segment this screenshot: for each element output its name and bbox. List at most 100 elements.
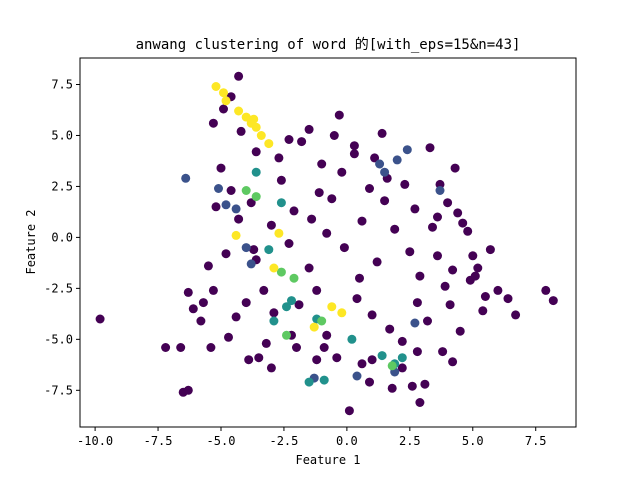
scatter-point [392,155,402,165]
scatter-point [269,308,279,318]
scatter-point [276,175,286,185]
y-tick-label: 5.0 [51,128,73,142]
scatter-point [269,316,279,326]
scatter-point [219,88,228,98]
scatter-point [390,224,400,234]
scatter-point [246,259,256,269]
scatter-point [337,308,347,318]
scatter-point [433,212,442,222]
x-axis: -10.0 -7.5 -5.0 -2.5 0.0 2.5 5.0 7.5 [77,427,547,448]
scatter-point [274,153,284,163]
scatter-point [297,137,307,147]
scatter-point [289,273,299,283]
scatter-point [397,336,407,346]
x-tick-label: 5.0 [462,434,484,448]
scatter-point [322,228,332,238]
scatter-point [181,173,191,183]
scatter-point [221,96,231,106]
axes-frame [79,57,577,428]
scatter-point [307,214,317,224]
scatter-point [208,285,218,295]
scatter-point [357,216,367,226]
scatter-point [309,322,319,332]
scatter-point [349,149,359,159]
scatter-point [214,184,223,193]
x-tick-label: -10.0 [77,434,113,448]
scatter-point [344,406,354,416]
scatter-point [397,363,407,373]
scatter-point [337,167,347,177]
scatter-point [206,343,216,352]
scatter-point [314,188,324,198]
scatter-point [435,186,445,195]
scatter-point [304,124,314,134]
scatter-point [541,285,551,295]
scatter-point [282,302,291,312]
scatter-point [251,167,261,177]
scatter-point [473,263,483,273]
scatter-point [203,261,213,271]
scatter-point [231,312,241,322]
scatter-point [188,304,198,314]
scatter-point [415,398,425,407]
scatter-point [254,353,264,363]
scatter-point [355,273,364,283]
scatter-point [244,355,254,365]
scatter-point [211,202,221,212]
scatter-point [241,186,251,195]
scatter-point [347,334,357,344]
scatter-point [443,198,453,208]
scatter-point [470,271,480,281]
scatter-point [219,104,228,114]
scatter-point [485,245,495,255]
scatter-point [332,353,342,363]
scatter-point [251,122,261,132]
scatter-point [322,330,332,340]
scatter-point [284,135,294,144]
scatter-point [95,314,105,324]
scatter-point [294,300,304,310]
scatter-point [402,145,412,155]
scatter-point [327,194,337,204]
scatter-point [284,239,294,248]
scatter-point [377,351,387,361]
scatter-point [503,294,513,304]
scatter-point [372,257,382,267]
x-tick-label: -5.0 [207,434,236,448]
scatter-point [480,292,490,301]
scatter-point [339,243,349,253]
scatter-point [261,338,271,348]
scatter-point [312,355,322,365]
scatter-point [234,106,244,116]
x-tick-label: 7.5 [525,434,547,448]
scatter-point [269,263,279,273]
scatter-point [329,131,339,140]
scatter-point [380,167,390,177]
scatter-point [365,377,374,387]
scatter-point [448,265,458,275]
plot-area [95,71,558,416]
scatter-point [246,198,256,208]
scatter-point [287,296,296,306]
scatter-point [385,324,395,334]
scatter-point [468,251,478,261]
scatter-point [327,302,337,312]
scatter-point [433,251,442,261]
scatter-point [292,343,301,352]
scatter-point [367,355,377,365]
scatter-point [282,330,291,340]
scatter-point [183,385,193,395]
scatter-point [317,159,327,169]
scatter-point [455,326,465,336]
scatter-point [226,186,236,195]
scatter-point [463,226,473,236]
scatter-point [377,128,387,138]
scatter-point [352,294,362,304]
scatter-point [365,184,374,193]
scatter-point [367,310,377,320]
scatter-point [448,357,458,367]
y-axis: -7.5 -5.0 -2.5 0.0 2.5 5.0 7.5 [44,78,80,397]
y-axis-label: Feature 2 [24,209,38,274]
scatter-point [450,163,460,173]
scatter-point [183,287,193,297]
